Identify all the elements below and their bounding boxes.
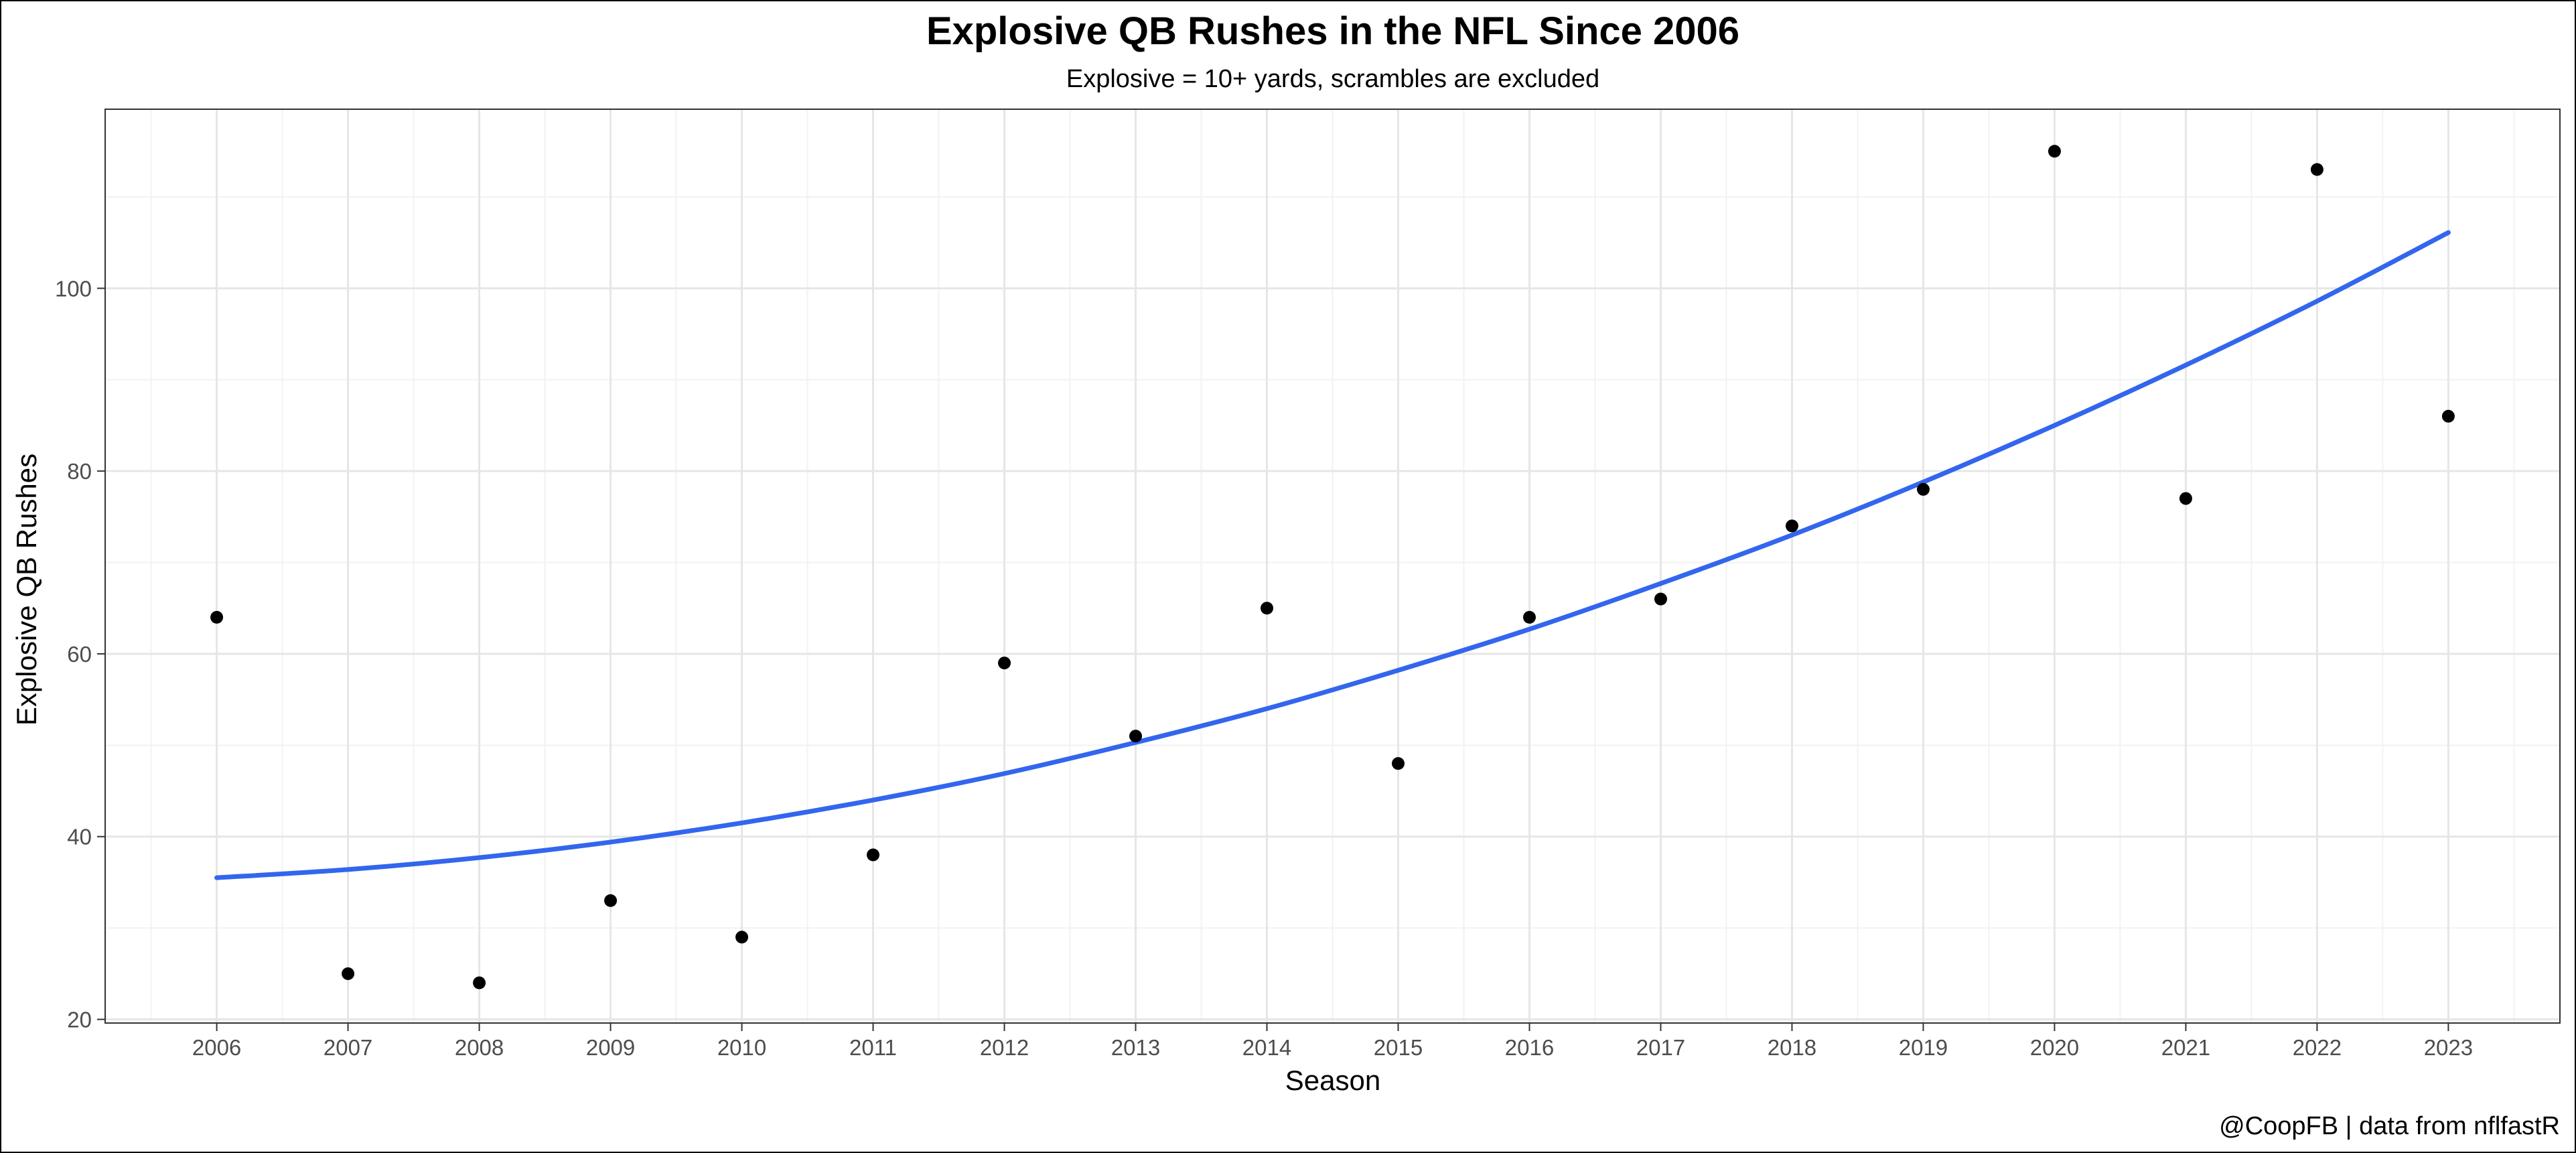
data-point [735, 931, 749, 944]
data-point [473, 976, 486, 990]
x-tick-label: 2011 [849, 1035, 897, 1060]
data-point [1916, 482, 1930, 496]
data-point [2310, 163, 2323, 176]
plot-panel-border [104, 109, 2561, 1024]
data-point [1261, 602, 1274, 615]
y-axis-ticks: 20 40 60 80 100 [55, 276, 105, 1032]
data-point [1785, 519, 1798, 533]
x-tick-label: 2019 [1899, 1035, 1948, 1060]
chart-title: Explosive QB Rushes in the NFL Since 200… [926, 9, 1739, 53]
x-tick-label: 2009 [586, 1035, 635, 1060]
data-points [210, 145, 2455, 990]
y-tick-label: 20 [67, 1008, 92, 1032]
x-tick-label: 2014 [1242, 1035, 1291, 1060]
x-tick-label: 2012 [980, 1035, 1029, 1060]
x-tick-label: 2008 [455, 1035, 504, 1060]
y-tick-label: 60 [67, 642, 92, 667]
grid-major-lines [105, 109, 2560, 1023]
x-tick-label: 2016 [1505, 1035, 1554, 1060]
data-point [1129, 730, 1143, 743]
data-point [2441, 409, 2455, 423]
x-tick-label: 2020 [2030, 1035, 2079, 1060]
x-axis-ticks: 2006 2007 2008 2009 2010 2011 2012 2013 2014 2015… [192, 1023, 2473, 1060]
x-tick-label: 2013 [1111, 1035, 1160, 1060]
x-tick-label: 2018 [1768, 1035, 1816, 1060]
data-point [867, 848, 880, 862]
data-point [210, 610, 224, 624]
y-tick-label: 80 [67, 459, 92, 484]
x-tick-label: 2007 [324, 1035, 372, 1060]
x-tick-label: 2010 [717, 1035, 766, 1060]
data-point [604, 894, 618, 907]
chart-subtitle: Explosive = 10+ yards, scrambles are exc… [1066, 65, 1599, 93]
data-point [1391, 757, 1405, 770]
x-tick-label: 2022 [2293, 1035, 2342, 1060]
trend-line [214, 230, 2451, 880]
data-point [2048, 145, 2061, 158]
grid-minor-lines [105, 109, 2560, 1023]
data-point [342, 967, 355, 980]
x-axis-title: Season [1285, 1065, 1380, 1096]
chart-caption: @CoopFB | data from nflfastR [2219, 1112, 2560, 1140]
data-point [2179, 492, 2192, 505]
data-point [998, 657, 1011, 670]
y-tick-label: 40 [67, 825, 92, 850]
x-tick-label: 2015 [1374, 1035, 1423, 1060]
x-tick-label: 2017 [1636, 1035, 1685, 1060]
x-tick-label: 2023 [2424, 1035, 2473, 1060]
data-point [1522, 610, 1536, 624]
x-tick-label: 2021 [2161, 1035, 2210, 1060]
data-point [1654, 592, 1667, 606]
x-tick-label: 2006 [192, 1035, 241, 1060]
y-axis-title: Explosive QB Rushes [11, 454, 42, 726]
y-tick-label: 100 [55, 276, 92, 301]
